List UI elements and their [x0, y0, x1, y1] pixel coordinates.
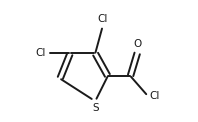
- Text: Cl: Cl: [149, 91, 160, 101]
- Text: O: O: [134, 39, 142, 49]
- Text: S: S: [92, 103, 99, 113]
- Text: Cl: Cl: [98, 14, 108, 24]
- Text: Cl: Cl: [36, 48, 46, 58]
